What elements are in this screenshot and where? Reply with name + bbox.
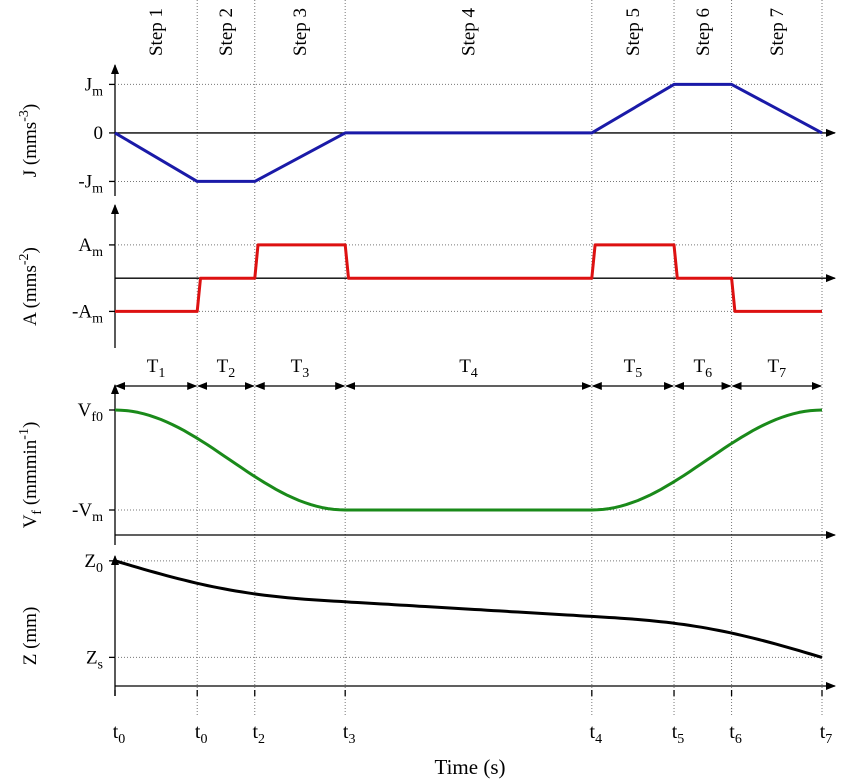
- step-label: Step 4: [459, 8, 480, 57]
- y-tick-label: Jm: [85, 74, 103, 99]
- a-series-line: [115, 243, 822, 313]
- duration-label: T4: [459, 356, 478, 381]
- y-tick-label: 0: [94, 123, 104, 144]
- vf-series-line: [114, 408, 823, 512]
- x-tick-label: t3: [343, 721, 356, 747]
- duration-label: T3: [291, 356, 310, 381]
- y-tick-label: -Vm: [72, 500, 103, 525]
- x-axis-label: Time (s): [435, 755, 506, 779]
- duration-label: T2: [217, 356, 236, 381]
- step-label: Step 2: [216, 8, 237, 56]
- step-label: Step 3: [290, 8, 311, 56]
- x-tick-label: t0: [113, 721, 126, 747]
- duration-label: T6: [693, 356, 712, 381]
- duration-label: T7: [767, 356, 786, 381]
- y-tick-label: Zs: [86, 647, 103, 672]
- duration-markers: T1 T2 T3 T4 T5 T6 T7: [115, 356, 822, 390]
- duration-label: T1: [147, 356, 166, 381]
- step-label: Step 1: [146, 8, 167, 56]
- step-label: Step 6: [693, 8, 714, 56]
- step-label: Step 7: [767, 8, 788, 56]
- x-tick-label: t6: [729, 721, 742, 747]
- step-labels: Step 1 Step 2 Step 3 Step 4 Step 5 Step 6 Step…: [146, 8, 788, 57]
- x-tick-label: t0: [195, 721, 208, 747]
- y-axis-label: Vf (mmmin-1): [17, 422, 45, 529]
- y-axis-label: Z (mm): [20, 607, 41, 666]
- j-series-line: [114, 82, 823, 183]
- x-tick-label: t4: [590, 721, 603, 747]
- duration-label: T5: [624, 356, 643, 381]
- y-tick-label: -Jm: [78, 171, 103, 196]
- panel-j: Jm 0 -Jm J (mms-3): [17, 64, 836, 196]
- y-tick-label: Vf0: [78, 400, 103, 425]
- x-tick-label: t7: [820, 721, 833, 747]
- x-tick-label: t5: [672, 721, 685, 747]
- panel-a: Am -Am A (mms-2): [17, 204, 836, 348]
- time-labels: t0 t0 t2 t3 t4 t5 t6 t7: [113, 690, 833, 747]
- boundary-lines: [196, 0, 823, 715]
- panel-vf: Vf0 -Vm Vf (mmmin-1): [17, 384, 836, 545]
- y-tick-label: Am: [78, 235, 103, 260]
- z-series-line: [114, 559, 823, 659]
- y-tick-label: -Am: [72, 301, 103, 326]
- y-tick-label: Z0: [84, 551, 103, 576]
- step-label: Step 5: [623, 8, 644, 56]
- panel-z: Z0 Zs Z (mm): [20, 551, 836, 696]
- x-tick-label: t2: [252, 721, 265, 747]
- y-axis-label: A (mms-2): [17, 247, 41, 326]
- y-axis-label: J (mms-3): [17, 104, 41, 177]
